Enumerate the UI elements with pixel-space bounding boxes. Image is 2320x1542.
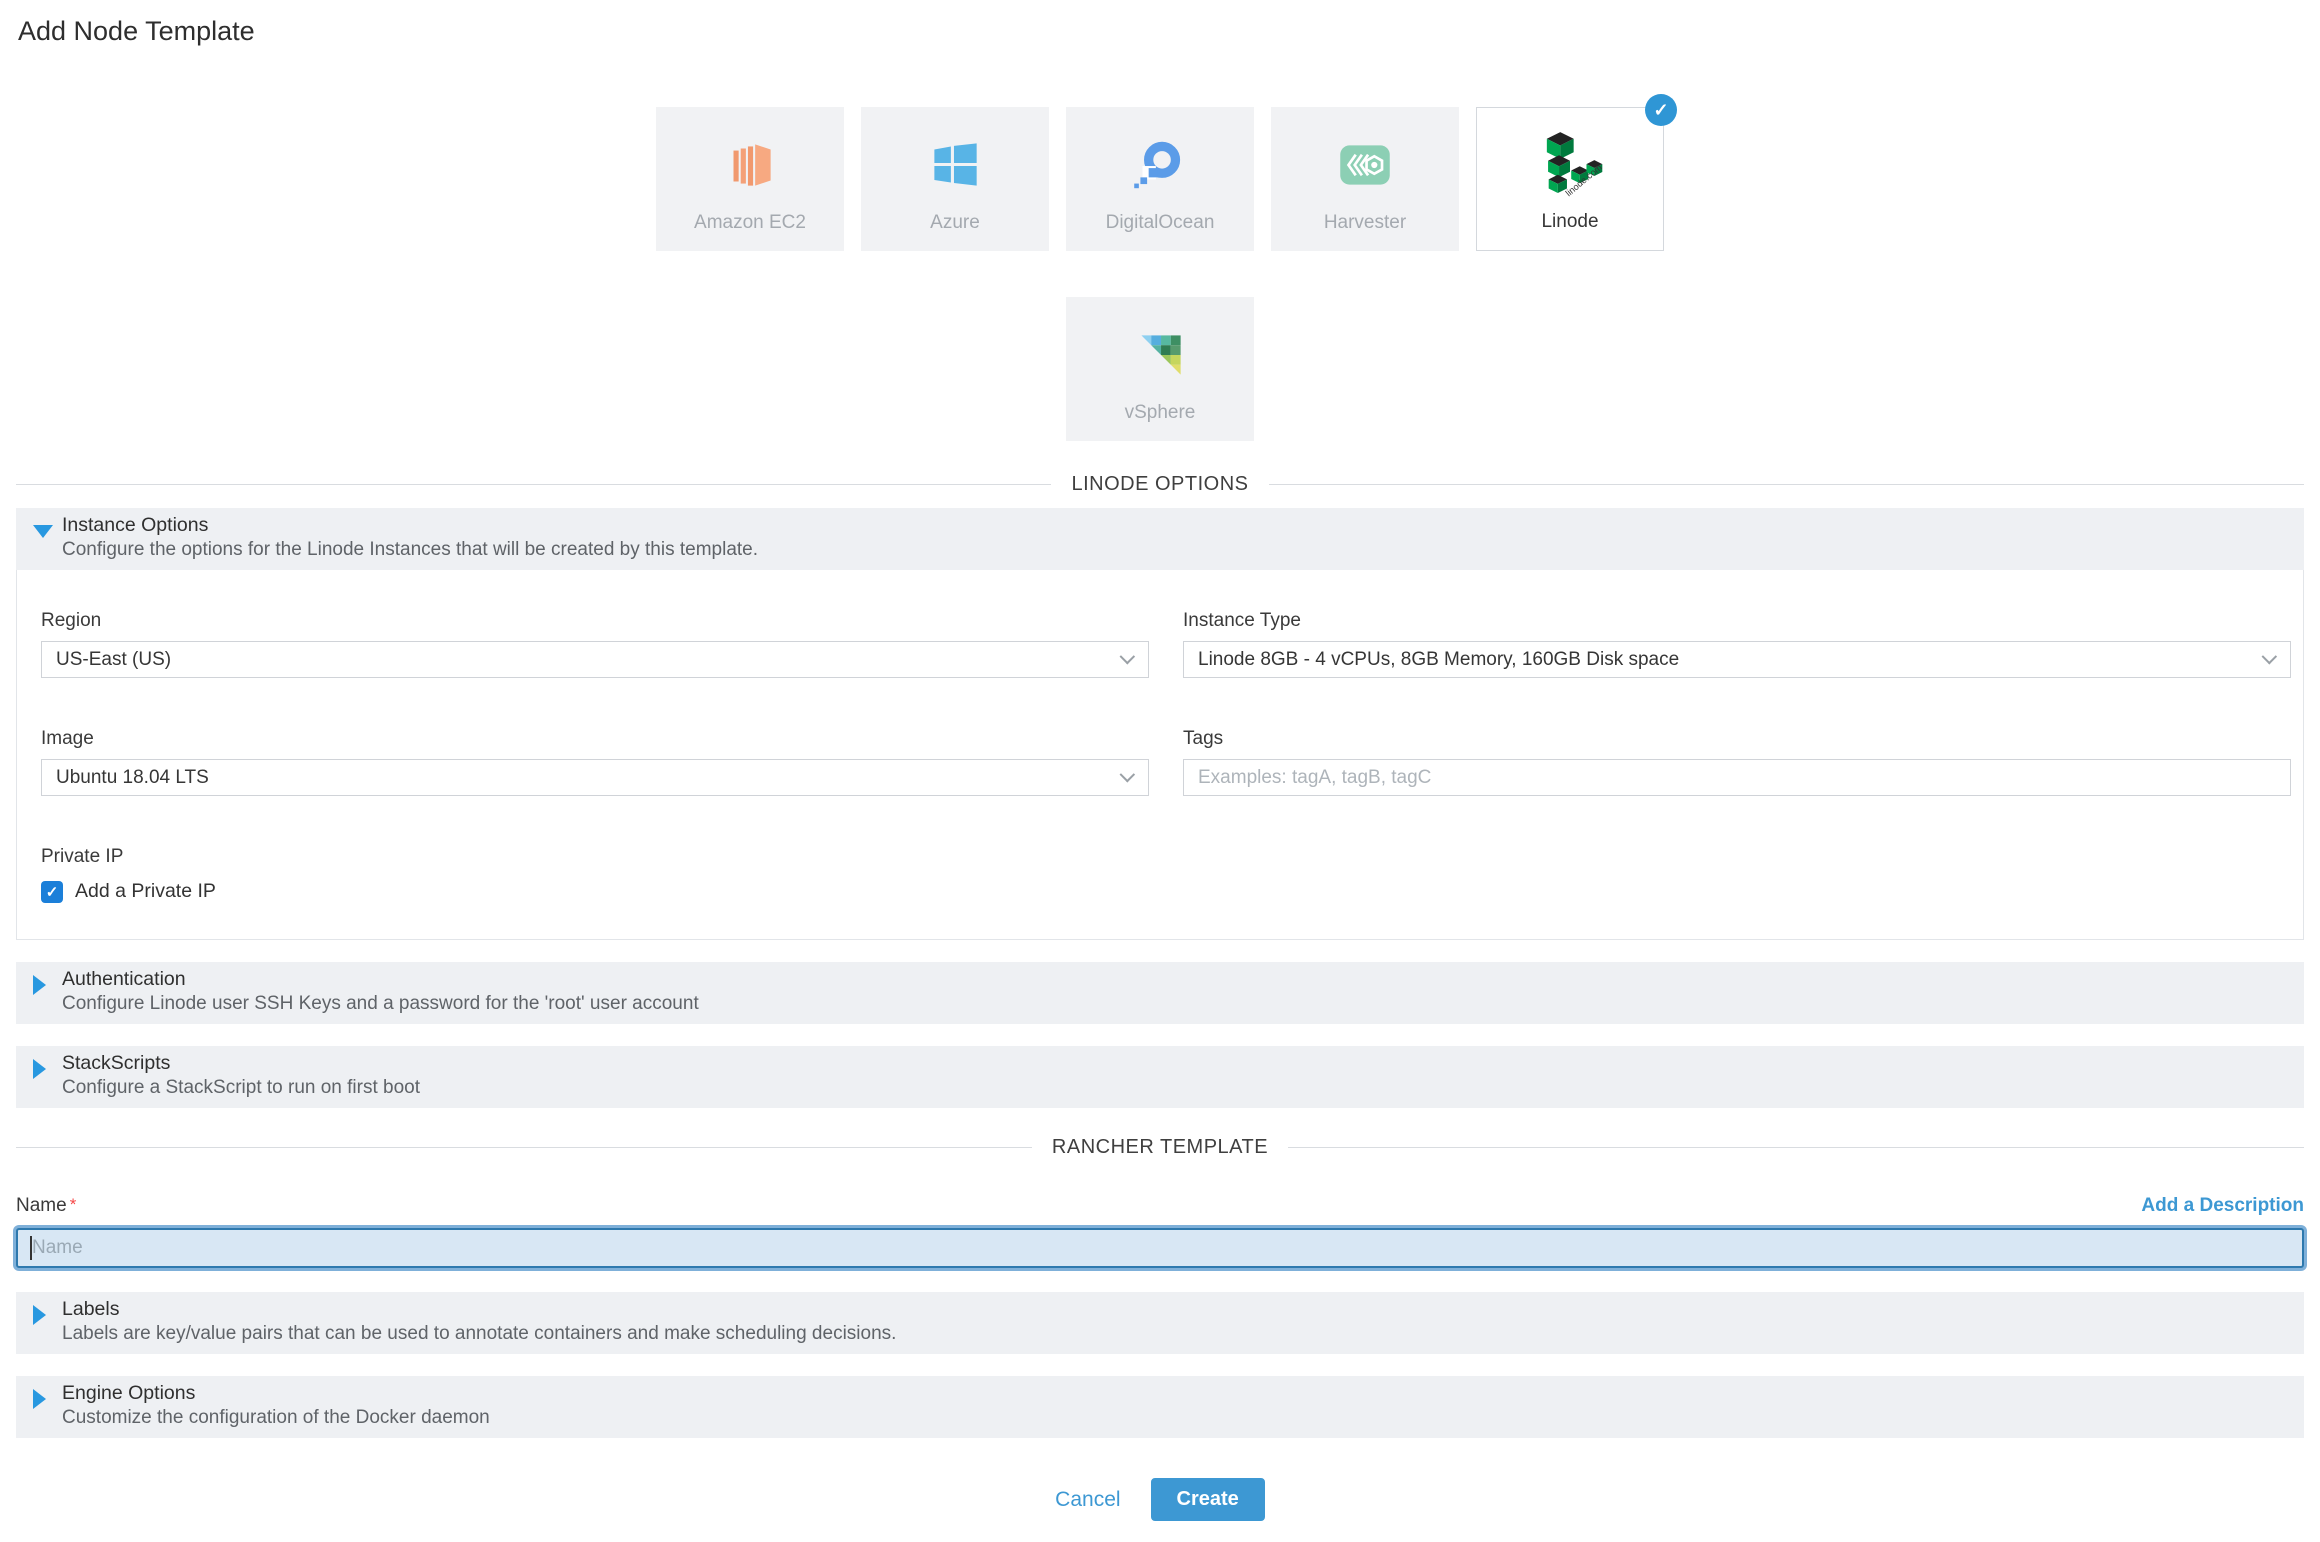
provider-card-vsphere[interactable]: vSphere (1066, 297, 1254, 441)
expand-arrow-icon (33, 1059, 46, 1080)
cancel-button[interactable]: Cancel (1055, 1487, 1121, 1511)
provider-row-1: Amazon EC2 Azure (16, 94, 2304, 251)
amazon-ec2-icon (717, 107, 783, 212)
tags-input[interactable] (1183, 759, 2291, 797)
provider-picker: Amazon EC2 Azure (16, 94, 2304, 441)
section-description: Configure a StackScript to run on first … (62, 1077, 421, 1099)
section-description: Customize the configuration of the Docke… (62, 1407, 490, 1429)
provider-label: vSphere (1124, 402, 1196, 423)
chevron-down-icon (1119, 648, 1136, 665)
provider-card-amazon-ec2[interactable]: Amazon EC2 (656, 107, 844, 251)
divider-label: RANCHER TEMPLATE (1051, 1136, 1269, 1159)
expand-arrow-icon (33, 975, 46, 996)
private-ip-field: Private IP ✓ Add a Private IP (41, 846, 1149, 903)
instance-options-header[interactable]: Instance Options Configure the options f… (16, 508, 2304, 571)
image-field: Image Ubuntu 18.04 LTS (41, 728, 1149, 797)
private-ip-checkbox-label: Add a Private IP (75, 880, 216, 903)
section-title: StackScripts (62, 1052, 171, 1075)
section-title: Instance Options (62, 514, 209, 536)
engine-options-accordion: Engine Options Customize the configurati… (16, 1376, 2304, 1439)
name-input[interactable] (16, 1228, 2304, 1269)
rancher-template-divider: RANCHER TEMPLATE (16, 1136, 2304, 1159)
harvester-icon (1330, 107, 1400, 212)
digitalocean-icon (1127, 107, 1193, 212)
section-title: Authentication (62, 968, 186, 991)
name-row: Name * Add a Description (16, 1195, 2304, 1217)
stackscripts-accordion: StackScripts Configure a StackScript to … (16, 1046, 2304, 1109)
provider-label: Azure (930, 212, 980, 233)
instance-type-label: Instance Type (1183, 610, 1301, 632)
divider-line (16, 484, 1052, 485)
labels-header[interactable]: Labels Labels are key/value pairs that c… (16, 1292, 2304, 1355)
image-select[interactable]: Ubuntu 18.04 LTS (41, 759, 1149, 797)
action-bar: Cancel Create (16, 1478, 2304, 1522)
image-value: Ubuntu 18.04 LTS (56, 766, 209, 788)
name-input-wrap (16, 1228, 2304, 1269)
engine-options-header[interactable]: Engine Options Customize the configurati… (16, 1376, 2304, 1439)
provider-card-digitalocean[interactable]: DigitalOcean (1066, 107, 1254, 251)
section-description: Configure the options for the Linode Ins… (62, 539, 759, 561)
authentication-accordion: Authentication Configure Linode user SSH… (16, 962, 2304, 1025)
chevron-down-icon (1119, 766, 1136, 783)
region-select[interactable]: US-East (US) (41, 641, 1149, 679)
create-button[interactable]: Create (1150, 1478, 1265, 1522)
instance-type-select[interactable]: Linode 8GB - 4 vCPUs, 8GB Memory, 160GB … (1183, 641, 2291, 679)
image-label: Image (41, 728, 94, 750)
vsphere-icon (1127, 297, 1193, 402)
azure-icon (922, 107, 988, 212)
selected-check-icon: ✓ (1645, 94, 1677, 126)
linode-options-divider: LINODE OPTIONS (16, 473, 2304, 496)
private-ip-checkbox[interactable]: ✓ (41, 880, 63, 903)
region-value: US-East (US) (56, 648, 172, 670)
instance-options-body: Region US-East (US) Instance Type Linode… (16, 570, 2304, 941)
stackscripts-header[interactable]: StackScripts Configure a StackScript to … (16, 1046, 2304, 1109)
add-description-link[interactable]: Add a Description (2141, 1195, 2304, 1217)
name-label: Name * (16, 1195, 76, 1217)
instance-type-value: Linode 8GB - 4 vCPUs, 8GB Memory, 160GB … (1198, 648, 1680, 670)
chevron-down-icon (2261, 648, 2278, 665)
provider-label: Harvester (1323, 212, 1407, 233)
provider-card-harvester[interactable]: Harvester (1271, 107, 1459, 251)
collapse-arrow-icon (33, 525, 53, 538)
provider-label: DigitalOcean (1105, 212, 1215, 233)
instance-options-accordion: Instance Options Configure the options f… (16, 508, 2304, 941)
private-ip-label: Private IP (41, 846, 124, 868)
provider-row-2: vSphere (16, 297, 2304, 441)
linode-icon: linode.com (1531, 108, 1609, 211)
region-label: Region (41, 610, 102, 632)
section-description: Labels are key/value pairs that can be u… (62, 1323, 897, 1345)
provider-label: Amazon EC2 (694, 212, 806, 233)
expand-arrow-icon (33, 1305, 46, 1326)
section-title: Engine Options (62, 1382, 196, 1405)
text-caret (30, 1236, 32, 1261)
divider-line (16, 1147, 1032, 1149)
provider-label: Linode (1541, 211, 1599, 232)
add-node-template-page: Add Node Template Amazon EC2 (0, 16, 2320, 1522)
labels-accordion: Labels Labels are key/value pairs that c… (16, 1292, 2304, 1355)
section-description: Configure Linode user SSH Keys and a pas… (62, 993, 699, 1015)
page-title: Add Node Template (18, 16, 255, 46)
tags-field: Tags (1183, 728, 2291, 797)
divider-label: LINODE OPTIONS (1071, 473, 1249, 495)
instance-type-field: Instance Type Linode 8GB - 4 vCPUs, 8GB … (1183, 610, 2291, 679)
section-title: Labels (62, 1298, 120, 1321)
divider-line (1288, 1147, 2304, 1149)
provider-card-azure[interactable]: Azure (861, 107, 1049, 251)
expand-arrow-icon (33, 1389, 46, 1410)
provider-card-linode[interactable]: ✓ (1476, 94, 1677, 251)
divider-line (1268, 484, 2304, 485)
region-field: Region US-East (US) (41, 610, 1149, 679)
tags-label: Tags (1183, 728, 1224, 750)
name-label-text: Name (16, 1195, 67, 1217)
authentication-header[interactable]: Authentication Configure Linode user SSH… (16, 962, 2304, 1025)
required-asterisk: * (69, 1195, 77, 1215)
